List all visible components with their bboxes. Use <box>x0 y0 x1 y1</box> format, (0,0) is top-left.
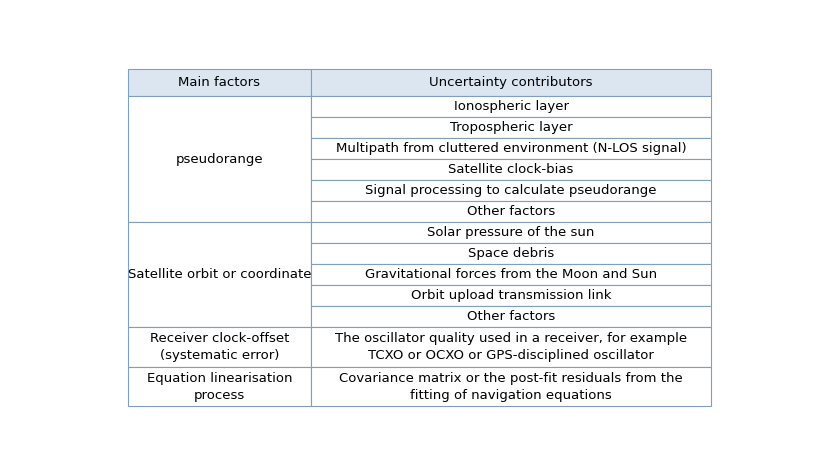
Text: Receiver clock-offset
(systematic error): Receiver clock-offset (systematic error) <box>150 332 289 362</box>
Text: Tropospheric layer: Tropospheric layer <box>450 122 573 134</box>
Bar <box>312 327 711 367</box>
Text: Covariance matrix or the post-fit residuals from the
fitting of navigation equat: Covariance matrix or the post-fit residu… <box>339 372 683 402</box>
Bar <box>128 327 312 367</box>
Bar <box>128 222 312 327</box>
Bar <box>312 222 711 243</box>
Text: The oscillator quality used in a receiver, for example
TCXO or OCXO or GPS-disci: The oscillator quality used in a receive… <box>335 332 687 362</box>
Text: Space debris: Space debris <box>468 247 555 260</box>
Bar <box>312 69 711 97</box>
Text: Other factors: Other factors <box>467 310 555 323</box>
Bar <box>312 201 711 222</box>
Text: Solar pressure of the sun: Solar pressure of the sun <box>427 226 595 239</box>
Text: Equation linearisation
process: Equation linearisation process <box>146 372 292 402</box>
Bar <box>312 243 711 264</box>
Text: Gravitational forces from the Moon and Sun: Gravitational forces from the Moon and S… <box>365 268 657 281</box>
Bar <box>128 69 312 97</box>
Text: Uncertainty contributors: Uncertainty contributors <box>429 76 593 89</box>
Text: Satellite clock-bias: Satellite clock-bias <box>448 163 573 176</box>
Bar <box>312 138 711 159</box>
Text: Multipath from cluttered environment (N-LOS signal): Multipath from cluttered environment (N-… <box>335 142 686 155</box>
Text: Satellite orbit or coordinate: Satellite orbit or coordinate <box>128 268 311 281</box>
Bar <box>312 306 711 327</box>
Text: Orbit upload transmission link: Orbit upload transmission link <box>411 289 611 302</box>
Text: Signal processing to calculate pseudorange: Signal processing to calculate pseudoran… <box>366 184 657 197</box>
Bar <box>128 367 312 406</box>
Bar <box>312 264 711 285</box>
Text: Main factors: Main factors <box>178 76 260 89</box>
Bar <box>128 97 312 222</box>
Bar <box>312 117 711 138</box>
Bar <box>312 97 711 117</box>
Bar <box>312 367 711 406</box>
Text: Ionospheric layer: Ionospheric layer <box>454 100 569 114</box>
Bar <box>312 285 711 306</box>
Text: pseudorange: pseudorange <box>176 153 263 166</box>
Bar <box>312 180 711 201</box>
Bar <box>312 159 711 180</box>
Text: Other factors: Other factors <box>467 205 555 218</box>
